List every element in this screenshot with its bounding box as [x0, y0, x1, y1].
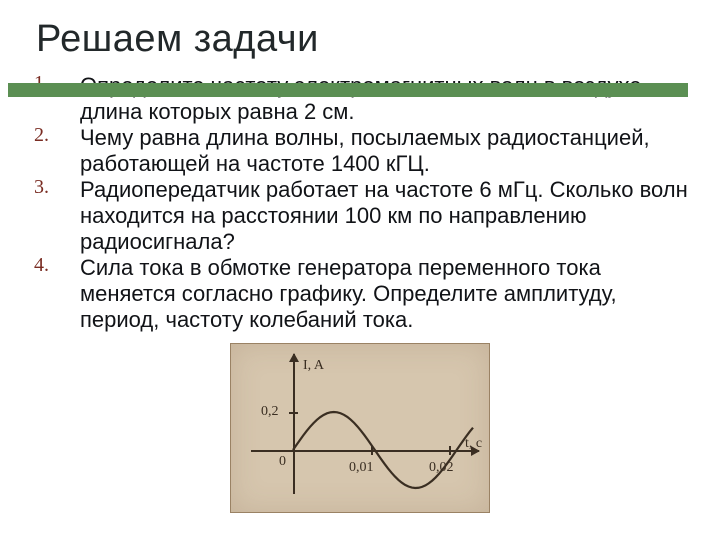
list-number: 3.: [34, 177, 62, 255]
list-number: 4.: [34, 255, 62, 335]
origin-label: 0: [279, 454, 286, 470]
list-number: 2.: [34, 125, 62, 177]
y-tick-label: 0,2: [261, 404, 279, 420]
list-item: Чему равна длина волны, посылаемых радио…: [80, 125, 692, 177]
list-item: Определите частоту электромагнитных волн…: [80, 73, 692, 125]
list-item: Радиопередатчик работает на частоте 6 мГ…: [80, 177, 692, 255]
task-list: 1. 2. 3. 4. Определите частоту электрома…: [28, 71, 692, 335]
slide-title: Решаем задачи: [34, 18, 692, 61]
oscillation-chart: I, A 0,2 0 0,01 0,02 t, c: [230, 343, 490, 513]
wave-line: [293, 394, 473, 506]
list-number: 1.: [34, 73, 62, 125]
y-axis-label: I, A: [303, 358, 324, 374]
list-item: Сила тока в обмотке генератора переменно…: [80, 255, 692, 335]
accent-bar: [8, 83, 688, 97]
